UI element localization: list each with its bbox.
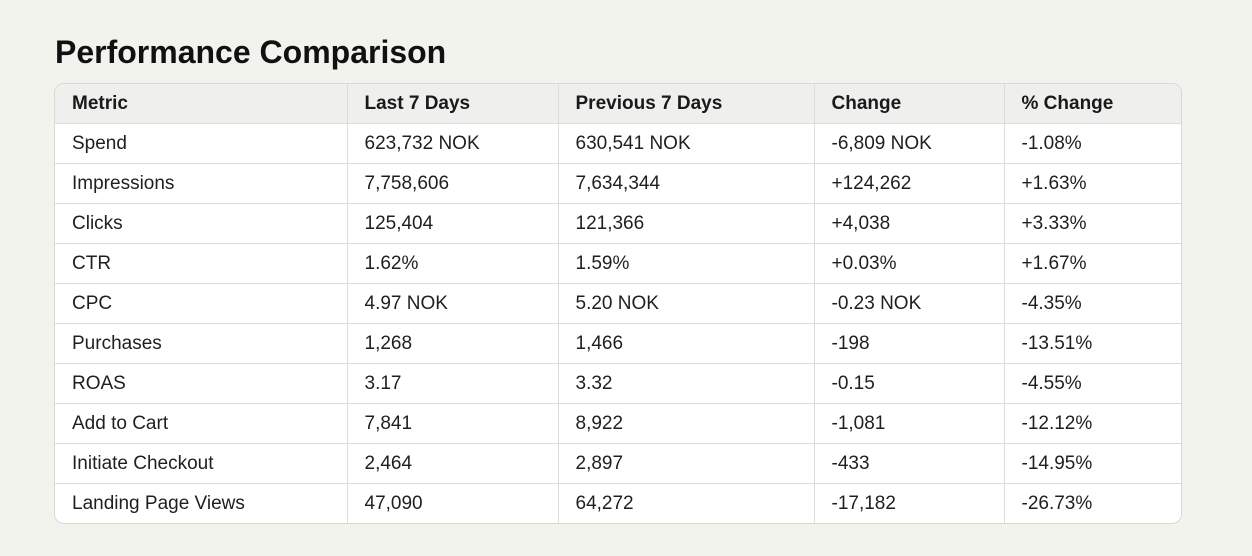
percent-change-cell: -12.12%	[1004, 403, 1181, 444]
previous-7-days-cell: 5.20 NOK	[558, 283, 815, 324]
last-7-days-cell: 2,464	[347, 443, 559, 484]
percent-change-cell: +1.63%	[1004, 163, 1181, 204]
percent-change-cell: -13.51%	[1004, 323, 1181, 364]
percent-change-cell: -4.55%	[1004, 363, 1181, 404]
last-7-days-cell: 1,268	[347, 323, 559, 364]
change-cell: -198	[814, 323, 1005, 364]
table-row: Spend 623,732 NOK 630,541 NOK -6,809 NOK…	[55, 123, 1181, 164]
metric-cell: CPC	[55, 283, 348, 324]
last-7-days-cell: 125,404	[347, 203, 559, 244]
change-cell: -17,182	[814, 483, 1005, 523]
header-last-7-days: Last 7 Days	[347, 84, 559, 124]
metric-cell: ROAS	[55, 363, 348, 404]
change-cell: +124,262	[814, 163, 1005, 204]
last-7-days-cell: 3.17	[347, 363, 559, 404]
metric-cell: Add to Cart	[55, 403, 348, 444]
metric-cell: Purchases	[55, 323, 348, 364]
change-cell: -0.23 NOK	[814, 283, 1005, 324]
last-7-days-cell: 4.97 NOK	[347, 283, 559, 324]
percent-change-cell: +3.33%	[1004, 203, 1181, 244]
table-row: Landing Page Views 47,090 64,272 -17,182…	[55, 483, 1181, 523]
previous-7-days-cell: 1.59%	[558, 243, 815, 284]
metric-cell: Spend	[55, 123, 348, 164]
percent-change-cell: -1.08%	[1004, 123, 1181, 164]
previous-7-days-cell: 7,634,344	[558, 163, 815, 204]
table-row: CPC 4.97 NOK 5.20 NOK -0.23 NOK -4.35%	[55, 283, 1181, 324]
percent-change-cell: -14.95%	[1004, 443, 1181, 484]
last-7-days-cell: 7,758,606	[347, 163, 559, 204]
percent-change-cell: -26.73%	[1021, 492, 1093, 514]
previous-7-days-cell: 3.32	[558, 363, 815, 404]
previous-7-days-cell: 121,366	[558, 203, 815, 244]
page-title: Performance Comparison	[55, 34, 447, 70]
table-row: Add to Cart 7,841 8,922 -1,081 -12.12%	[55, 403, 1181, 444]
metric-cell: Landing Page Views	[55, 483, 348, 523]
change-cell: -0.15	[814, 363, 1005, 404]
metric-cell: Impressions	[55, 163, 348, 204]
metric-cell: Clicks	[55, 203, 348, 244]
table-row: Purchases 1,268 1,466 -198 -13.51%	[55, 323, 1181, 364]
last-7-days-cell: 47,090	[347, 483, 559, 523]
table-row: Clicks 125,404 121,366 +4,038 +3.33%	[55, 203, 1181, 244]
last-7-days-cell: 1.62%	[347, 243, 559, 284]
change-cell: -6,809 NOK	[814, 123, 1005, 164]
header-change: Change	[814, 84, 1005, 124]
previous-7-days-cell: 64,272	[558, 483, 815, 523]
header-percent-change: % Change	[1004, 84, 1181, 124]
metric-cell: Initiate Checkout	[55, 443, 348, 484]
comparison-table-container: Metric Last 7 Days Previous 7 Days Chang…	[54, 83, 1182, 524]
change-cell: +4,038	[814, 203, 1005, 244]
change-cell: -1,081	[814, 403, 1005, 444]
last-7-days-cell: 7,841	[347, 403, 559, 444]
table-row: Initiate Checkout 2,464 2,897 -433 -14.9…	[55, 443, 1181, 484]
table-row: ROAS 3.17 3.32 -0.15 -4.55%	[55, 363, 1181, 404]
header-previous-7-days: Previous 7 Days	[558, 84, 815, 124]
table-header-row: Metric Last 7 Days Previous 7 Days Chang…	[55, 84, 1181, 124]
previous-7-days-cell: 1,466	[558, 323, 815, 364]
previous-7-days-cell: 630,541 NOK	[558, 123, 815, 164]
percent-change-cell: +1.67%	[1004, 243, 1181, 284]
comparison-table: Metric Last 7 Days Previous 7 Days Chang…	[55, 84, 1181, 523]
table-row: Impressions 7,758,606 7,634,344 +124,262…	[55, 163, 1181, 204]
last-7-days-cell: 623,732 NOK	[347, 123, 559, 164]
previous-7-days-cell: 8,922	[558, 403, 815, 444]
header-metric: Metric	[55, 84, 348, 124]
change-cell: +0.03%	[814, 243, 1005, 284]
metric-cell: CTR	[55, 243, 348, 284]
change-cell: -433	[814, 443, 1005, 484]
percent-change-cell: -4.35%	[1004, 283, 1181, 324]
previous-7-days-cell: 2,897	[558, 443, 815, 484]
table-row: CTR 1.62% 1.59% +0.03% +1.67%	[55, 243, 1181, 284]
